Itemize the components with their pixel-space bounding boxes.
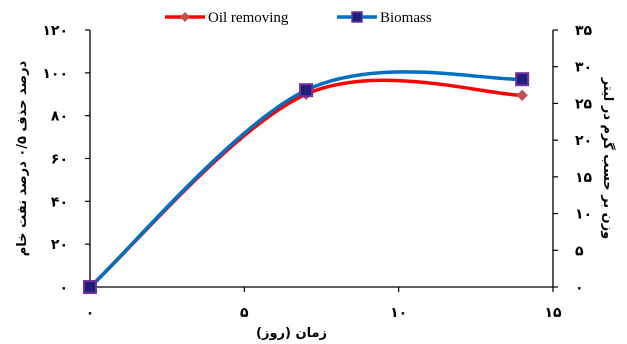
x-tick-label: ۵ bbox=[240, 305, 249, 321]
y-left-tick-label: ۸۰ bbox=[51, 109, 68, 125]
y-right-tick-label: ۱۰ bbox=[575, 207, 592, 223]
y-left-tick-label: ۶۰ bbox=[51, 152, 68, 168]
data-point-biomass bbox=[299, 83, 314, 98]
y-right-tick-label: ۳۰ bbox=[575, 60, 592, 76]
x-tick-label: ۰ bbox=[86, 305, 95, 321]
y-right-tick-label: ۲۰ bbox=[575, 133, 592, 149]
x-tick-label: ۱۰ bbox=[390, 305, 407, 321]
legend: Oil removing Biomass bbox=[165, 10, 432, 26]
y-left-tick-label: ۱۰۰ bbox=[42, 66, 68, 82]
y-right-tick-label: ۱۵ bbox=[575, 170, 593, 186]
legend-marker-biomass bbox=[351, 11, 363, 23]
y-right-tick-label: ۰ bbox=[575, 280, 584, 296]
y-axis-left-title: درصد حذف ۰/۵ درصد نفت خام bbox=[15, 60, 30, 256]
y-right-tick-label: ۵ bbox=[575, 243, 584, 259]
series-layer bbox=[83, 70, 530, 294]
y-left-tick-label: ۴۰ bbox=[51, 194, 68, 210]
legend-label-biomass: Biomass bbox=[380, 10, 432, 26]
legend-label-oil-removing: Oil removing bbox=[208, 10, 289, 26]
series-line-oil-removing bbox=[88, 78, 524, 289]
y-left-tick-label: ۰ bbox=[59, 280, 68, 296]
y-left-tick-label: ۱۲۰ bbox=[42, 23, 68, 39]
x-tick-label: ۱۵ bbox=[544, 305, 562, 321]
axes: ۰ ۲۰ ۴۰ ۶۰ ۸۰ ۱۰۰ ۱۲۰ ۰ ۵ ۱۰ ۱۵ ۲۰ ۲۵ ۳۰ ۳۵ ۰ ۵ ۱۰ ۱۵ زمان … bbox=[15, 23, 616, 341]
data-point-biomass bbox=[83, 280, 97, 294]
legend-marker-oil-removing bbox=[180, 12, 190, 22]
y-left-tick-label: ۲۰ bbox=[51, 237, 68, 253]
x-axis-title: زمان (روز) bbox=[256, 326, 327, 341]
series-line-biomass bbox=[88, 70, 524, 289]
y-right-tick-label: ۳۵ bbox=[575, 23, 593, 39]
y-right-tick-label: ۲۵ bbox=[575, 96, 593, 112]
y-axis-right-title: وزن بر حسب گرم در لیتر bbox=[600, 77, 616, 240]
data-point-biomass bbox=[515, 72, 530, 87]
data-point-oil-removing bbox=[516, 89, 528, 102]
